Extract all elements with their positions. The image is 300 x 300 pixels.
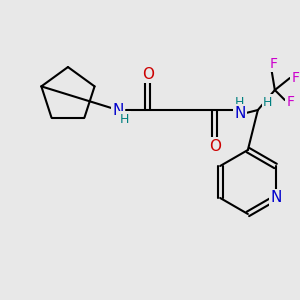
Text: F: F	[287, 95, 295, 109]
Text: F: F	[270, 57, 278, 71]
Text: H: H	[235, 95, 244, 109]
Text: O: O	[209, 139, 221, 154]
Text: F: F	[292, 71, 300, 85]
Text: N: N	[271, 190, 282, 206]
Text: N: N	[112, 103, 124, 118]
Text: H: H	[120, 112, 130, 125]
Text: N: N	[234, 106, 246, 121]
Text: H: H	[263, 95, 272, 109]
Text: O: O	[142, 67, 154, 82]
